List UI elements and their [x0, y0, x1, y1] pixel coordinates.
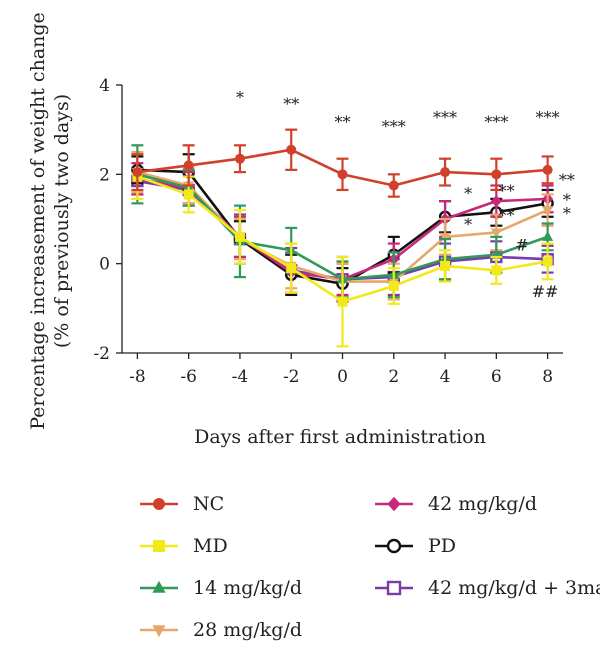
significance-mark: *: [464, 184, 472, 203]
x-tick-label: 6: [491, 367, 502, 387]
data-point: [491, 169, 502, 180]
legend-item-4: 42 mg/kg/d: [375, 493, 537, 515]
significance-mark: ***: [433, 108, 457, 127]
x-tick-label: 0: [337, 367, 348, 387]
significance-mark: ***: [484, 112, 508, 131]
data-point: [183, 160, 194, 171]
y-tick-label: 2: [99, 165, 110, 185]
data-point: [286, 263, 297, 274]
significance-mark: *: [563, 204, 571, 223]
data-point: [542, 230, 554, 241]
data-point: [337, 169, 348, 180]
data-point: [542, 206, 554, 217]
data-point: [542, 164, 553, 175]
legend-item-6: 42 mg/kg/d + 3ma: [375, 577, 600, 599]
significance-mark: **: [559, 171, 575, 190]
legend-label: 42 mg/kg/d: [428, 493, 537, 515]
legend-marker: [387, 496, 401, 512]
data-point: [388, 281, 399, 291]
data-point: [286, 144, 297, 155]
legend-label: 28 mg/kg/d: [193, 619, 302, 641]
x-tick-label: 8: [542, 367, 553, 387]
data-point: [491, 265, 502, 276]
data-point: [337, 296, 348, 307]
x-tick-label: -2: [283, 367, 300, 387]
legend-marker: [152, 625, 166, 638]
y-axis-label-line-1: Percentage increasement of weight change: [27, 12, 49, 430]
significance-mark: **: [283, 95, 299, 114]
x-axis-label: Days after first administration: [194, 426, 486, 448]
data-point: [234, 153, 245, 164]
y-axis-label-line-2: (% of previously two days): [51, 94, 73, 348]
legend-item-5: PD: [375, 535, 456, 557]
axes: -2 0 2 4 -8 -6 -4 -2 0 2 4 6 8: [93, 76, 563, 387]
series-0: [131, 128, 554, 198]
legend-marker: [386, 580, 402, 596]
legend-marker: [386, 538, 402, 554]
x-tick-label: 4: [440, 367, 451, 387]
x-tick-label: -4: [232, 367, 249, 387]
significance-mark: *: [563, 191, 571, 210]
significance-mark: ***: [382, 117, 406, 136]
x-tick-label: 2: [388, 367, 399, 387]
y-tick-label: 4: [99, 76, 110, 96]
data-point: [440, 167, 451, 178]
significance-mark: ##: [532, 282, 559, 301]
legend-item-2: 14 mg/kg/d: [140, 577, 302, 599]
significance-mark: **: [499, 182, 515, 201]
legend-label: PD: [428, 535, 456, 557]
significance-mark: #: [515, 235, 528, 254]
significance-mark: ***: [536, 108, 560, 127]
data-point: [234, 231, 245, 242]
legend-label: 42 mg/kg/d + 3ma: [428, 577, 600, 599]
y-tick-label: -2: [93, 344, 110, 364]
legend-marker: [153, 540, 165, 552]
data-point: [490, 228, 502, 239]
data-point: [183, 189, 194, 200]
legend-marker: [153, 498, 165, 510]
annotation-layer: * **** *** *** *** *********###****: [236, 88, 575, 301]
data-point: [440, 260, 451, 271]
legend-label: 14 mg/kg/d: [193, 577, 302, 599]
legend-item-3: 28 mg/kg/d: [140, 619, 302, 641]
legend-item-1: MD: [140, 535, 228, 557]
series-layer: [131, 128, 554, 348]
data-point: [132, 167, 143, 178]
significance-mark: *: [464, 215, 472, 234]
x-tick-label: -8: [129, 367, 146, 387]
data-point: [490, 195, 502, 208]
significance-mark: **: [499, 206, 515, 225]
y-tick-label: 0: [99, 255, 110, 275]
data-point: [542, 256, 553, 267]
data-point: [439, 232, 451, 243]
x-tick-label: -6: [180, 367, 197, 387]
legend-marker: [152, 580, 166, 593]
legend: NC 42 mg/kg/d MD PD 14 mg/kg/d 42 mg/kg/d + 3…: [140, 493, 600, 641]
data-point: [388, 180, 399, 191]
legend-label: NC: [193, 493, 224, 515]
legend-item-0: NC: [140, 493, 224, 515]
significance-mark: *: [236, 88, 244, 107]
significance-mark: **: [335, 112, 351, 131]
legend-label: MD: [193, 535, 228, 557]
